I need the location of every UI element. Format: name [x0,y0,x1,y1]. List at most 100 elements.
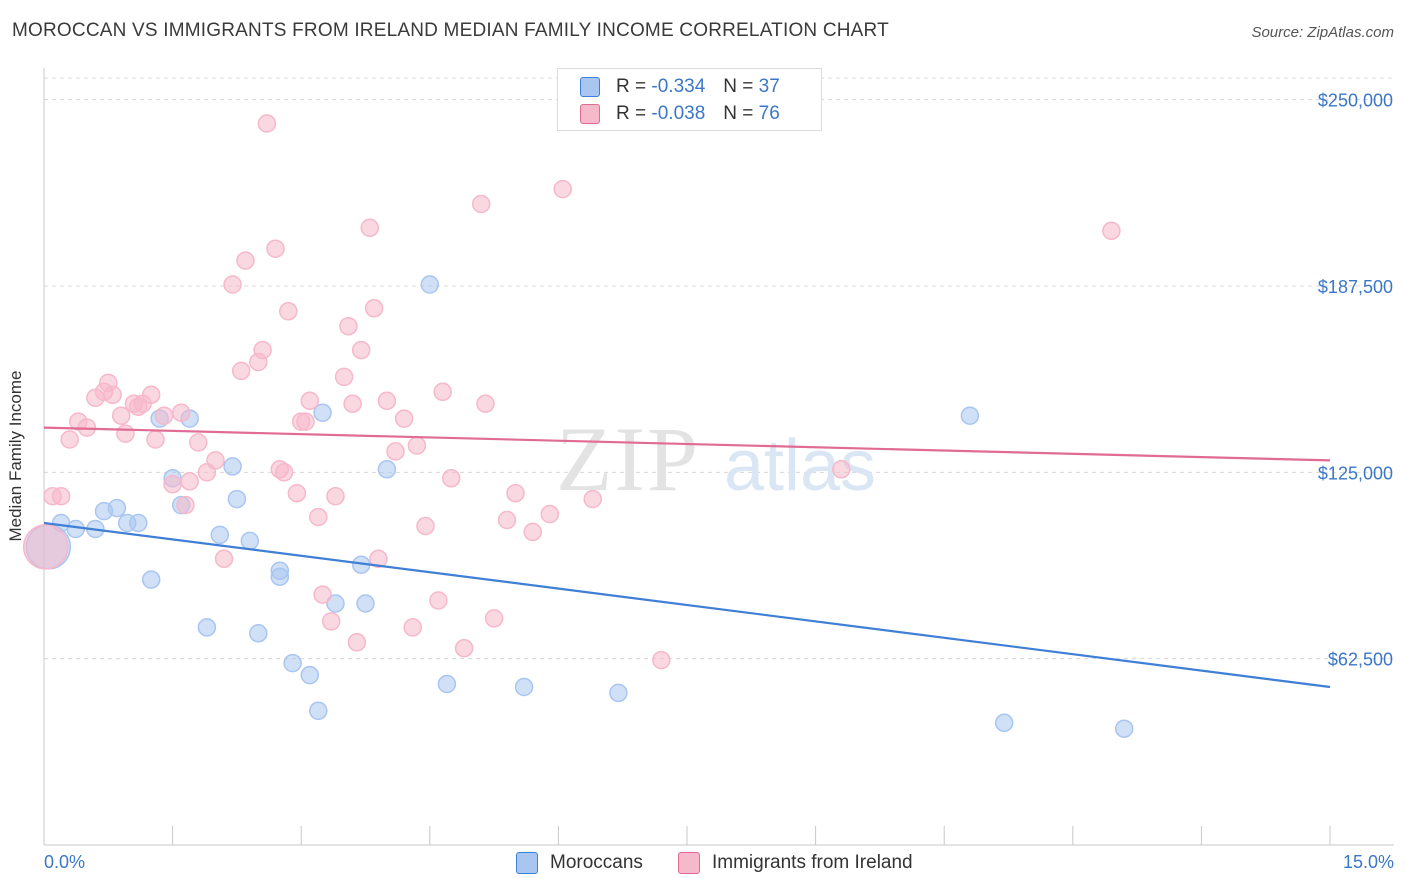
point-ireland [296,412,315,431]
point-ireland [154,406,174,425]
y-tick-label: $125,000 [1318,463,1393,483]
point-ireland [51,486,71,506]
x-tick-label-max: 15.0% [1342,852,1394,872]
trendline-ireland [43,426,1331,462]
point-ireland [832,460,851,479]
point-moroccans [66,519,85,539]
point-moroccans [420,275,440,294]
y-tick-label: $62,500 [1328,650,1393,670]
data-points [22,114,1134,738]
point-ireland [347,633,367,652]
point-ireland [403,618,422,637]
point-ireland [116,424,135,443]
legend-r-label: R = [616,103,647,124]
point-ireland [60,430,79,449]
legend-n-value: 76 [758,103,780,124]
point-ireland [484,609,504,628]
point-ireland [103,385,122,405]
legend-swatch-moroccans [516,852,538,874]
axes [43,68,1394,846]
point-moroccans [300,665,320,685]
point-moroccans [437,674,457,694]
source-note: Source: ZipAtlas.com [1251,24,1394,41]
point-moroccans [514,677,534,697]
point-ireland [523,522,542,542]
point-ireland [321,612,341,631]
point-moroccans [283,653,302,673]
point-ireland [334,367,354,387]
legend-row-ireland: R = -0.038 N = 76 [580,101,780,127]
correlation-legend: R = -0.334 N = 37 R = -0.038 N = 76 [557,68,822,131]
legend-n-label: N = [723,76,754,97]
point-ireland [231,361,251,381]
legend-swatch-ireland [678,852,700,874]
point-ireland [351,340,371,360]
legend-row-moroccans: R = -0.334 N = 37 [580,74,780,100]
point-ireland [180,472,199,491]
point-ireland [279,302,298,321]
point-moroccans [240,531,260,551]
point-moroccans [227,489,247,509]
point-ireland [553,179,572,199]
point-ireland [416,516,435,536]
point-moroccans [210,525,230,545]
point-ireland [236,251,255,270]
legend-item-moroccans[interactable]: Moroccans [516,852,643,874]
point-moroccans [326,594,345,613]
chart-title: MOROCCAN VS IMMIGRANTS FROM IRELAND MEDI… [12,20,889,41]
legend-item-ireland[interactable]: Immigrants from Ireland [678,852,913,874]
point-ireland [540,504,560,524]
point-ireland [454,638,474,658]
point-moroccans [249,624,268,643]
x-tick-label-min: 0.0% [44,852,86,872]
watermark: ZIP atlas [556,408,876,510]
point-moroccans [197,618,217,637]
point-moroccans [270,567,290,586]
point-ireland [287,483,307,503]
watermark-zip: ZIP [556,408,700,510]
point-ireland [441,469,461,488]
legend-swatch-ireland [580,104,600,124]
point-moroccans [309,701,328,721]
point-ireland [253,340,272,360]
point-ireland [360,218,380,238]
legend-r-label: R = [616,76,647,97]
point-ireland [369,549,388,569]
point-ireland [22,524,69,570]
point-ireland [429,591,448,610]
point-ireland [377,391,397,411]
legend-n-value: 37 [758,76,780,97]
point-ireland [386,442,405,461]
point-ireland [326,486,345,506]
point-ireland [343,394,362,413]
point-ireland [274,463,294,482]
point-ireland [206,451,225,470]
point-ireland [506,483,525,503]
point-ireland [433,382,452,402]
point-ireland [364,299,384,318]
point-moroccans [356,594,375,613]
point-moroccans [994,713,1014,733]
point-ireland [257,114,277,133]
point-moroccans [313,403,332,422]
point-ireland [300,391,320,411]
point-moroccans [107,498,127,518]
point-ireland [583,489,602,509]
point-ireland [141,385,161,405]
point-ireland [111,406,131,425]
point-ireland [189,433,208,452]
y-tick-label: $250,000 [1318,91,1393,111]
legend-n-label: N = [723,103,754,124]
point-moroccans [129,513,148,533]
point-moroccans [141,570,161,589]
point-ireland [266,239,285,258]
point-ireland [313,585,332,604]
point-ireland [163,474,182,494]
point-ireland [339,316,358,336]
legend-label-moroccans: Moroccans [550,852,643,873]
legend-swatch-moroccans [580,77,600,97]
y-tick-label: $187,500 [1318,277,1393,297]
point-ireland [309,507,328,527]
watermark-atlas: atlas [724,426,876,506]
